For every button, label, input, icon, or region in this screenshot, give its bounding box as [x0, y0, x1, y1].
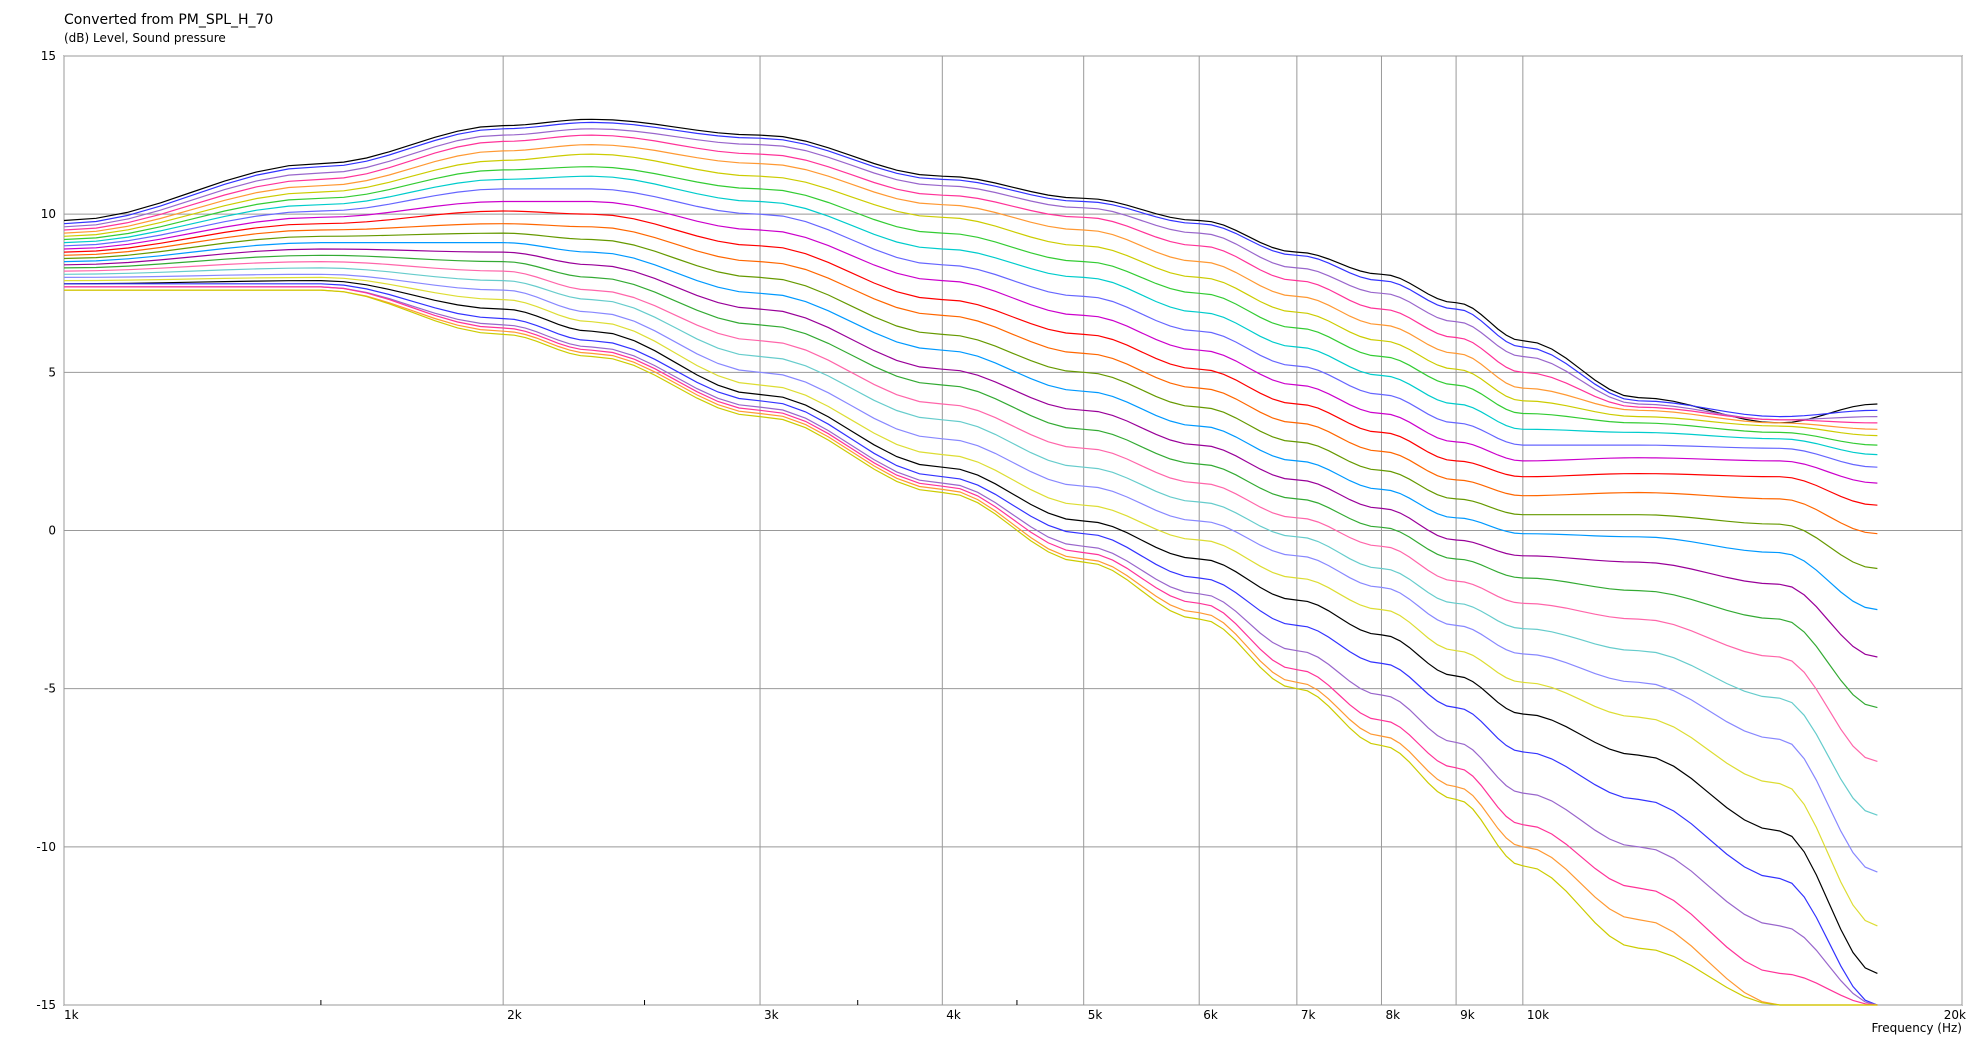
- x-tick-label: 3k: [764, 1008, 779, 1022]
- series-line: [63, 200, 1878, 484]
- series-line: [64, 289, 1878, 1006]
- series-line: [63, 175, 1878, 456]
- series-line: [64, 286, 1878, 1006]
- y-tick-label: 0: [48, 524, 56, 538]
- y-tick-label: 15: [41, 49, 56, 63]
- x-tick-label: 2k: [507, 1008, 522, 1022]
- series-line: [63, 118, 1878, 424]
- series-layer: [63, 118, 1878, 1006]
- chart-title: Converted from PM_SPL_H_70: [64, 12, 274, 28]
- x-tick-label: 10k: [1527, 1008, 1549, 1022]
- y-axis: 15 10 5 0 -5 -10 -15: [36, 49, 56, 1012]
- series-line: [64, 283, 1878, 1006]
- series-line: [63, 267, 1878, 816]
- y-tick-label: -5: [44, 682, 56, 696]
- series-line: [63, 276, 1878, 927]
- y-axis-label: (dB) Level, Sound pressure: [64, 31, 226, 45]
- x-tick-label: 7k: [1301, 1008, 1316, 1022]
- x-tick-label: 6k: [1203, 1008, 1218, 1022]
- series-line: [63, 143, 1878, 430]
- series-line: [63, 210, 1878, 506]
- x-tick-label: 5k: [1088, 1008, 1103, 1022]
- series-line: [63, 153, 1878, 437]
- series-line: [64, 286, 1878, 1006]
- series-line: [63, 223, 1878, 535]
- series-line: [64, 289, 1878, 1006]
- series-line: [63, 134, 1878, 424]
- series-line: [63, 254, 1878, 709]
- y-tick-label: 10: [41, 207, 56, 221]
- series-line: [63, 166, 1878, 446]
- series-line: [63, 260, 1878, 762]
- x-axis: 1k 2k 3k 4k 5k 6k 7k 8k 9k 10k 20k: [64, 1000, 1966, 1022]
- x-tick-label: 9k: [1460, 1008, 1475, 1022]
- series-line: [63, 121, 1878, 418]
- y-tick-label: -15: [36, 998, 56, 1012]
- x-tick-label: 1k: [64, 1008, 79, 1022]
- series-line: [63, 188, 1878, 468]
- x-tick-label: 4k: [946, 1008, 961, 1022]
- series-line: [63, 279, 1878, 974]
- y-tick-label: 5: [48, 365, 56, 379]
- series-line: [63, 232, 1878, 570]
- x-tick-label: 20k: [1944, 1008, 1966, 1022]
- y-tick-label: -10: [36, 840, 56, 854]
- series-line: [63, 242, 1878, 611]
- x-tick-label: 8k: [1385, 1008, 1400, 1022]
- series-line: [63, 273, 1878, 873]
- x-axis-label: Frequency (Hz): [1872, 1021, 1963, 1035]
- series-line: [63, 128, 1878, 421]
- series-line: [63, 248, 1878, 658]
